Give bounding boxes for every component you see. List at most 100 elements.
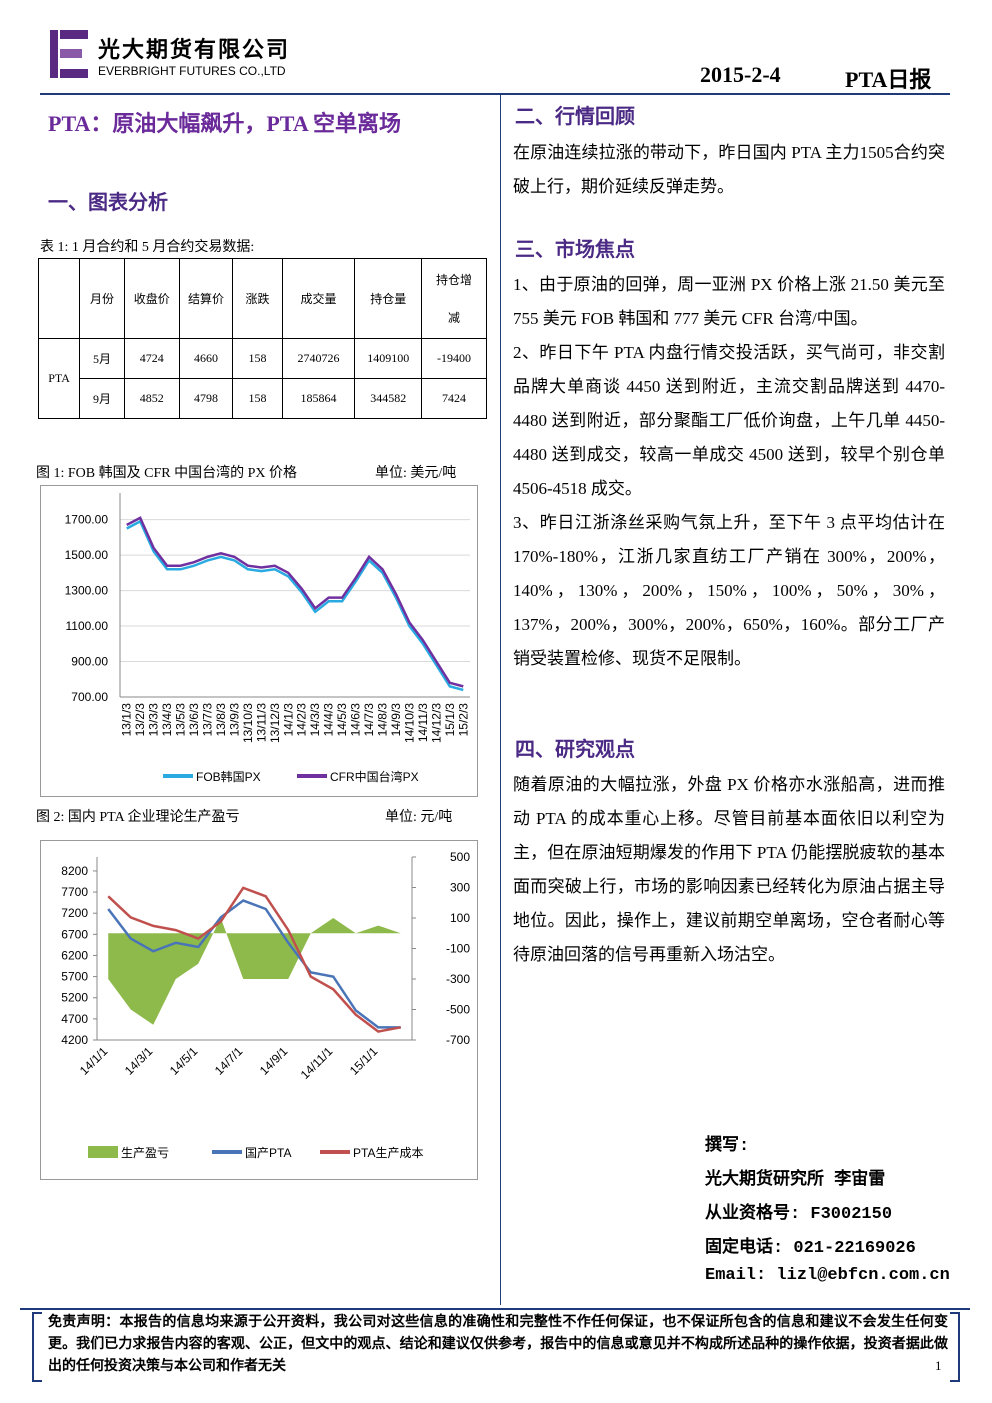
y-tick-label: 7700 [61,885,88,899]
y-tick-label: 1300.00 [65,584,109,598]
table-header: 涨跌 [232,258,283,339]
x-tick-label: 13/5/3 [174,703,188,737]
report-date: 2015-2-4 [700,62,781,87]
y-tick-label: 5700 [61,970,88,984]
section-heading: 三、市场焦点 [515,239,635,261]
legend-swatch [88,1146,118,1158]
y2-tick-label: 100 [450,911,470,925]
table-header: 成交量 [281,258,356,339]
table-header: 月份 [79,258,125,339]
chart-unit: 单位: 美元/吨 [375,466,457,481]
y-tick-label: 900.00 [71,655,108,669]
table-cell [37,258,81,339]
y-tick-label: 5200 [61,991,88,1005]
section-body: 在原油连续拉涨的带动下，昨日国内 PTA 主力1505合约突破上行，期价延续反弹… [513,136,945,204]
table-row: 9月 4852 4798 158 185864 344582 7424 [39,378,487,419]
y2-tick-label: -100 [446,942,470,956]
x-tick-label: 14/3/1 [122,1044,156,1078]
x-tick-label: 14/11/3 [416,703,430,742]
table-cell: 1409100 [354,338,423,379]
table-cell: 158 [232,378,283,419]
x-tick-label: 14/9/1 [257,1044,291,1078]
x-tick-label: 14/7/1 [212,1044,246,1078]
table-cell: 7424 [421,378,487,419]
x-tick-label: 14/6/3 [349,703,363,737]
x-tick-label: 13/12/3 [268,703,282,743]
footer-rule [20,1308,970,1310]
author-line: 撰写: [705,1137,750,1156]
table-cell: 5月 [79,338,125,379]
x-tick-label: 13/2/3 [133,703,147,737]
disclaimer: 免责声明：本报告的信息均来源于公开资料，我公司对这些信息的准确性和完整性不作任何… [48,1315,948,1374]
table-header: 持仓量 [354,258,423,339]
table-caption: 表 1: 1 月合约和 5 月合约交易数据: [40,240,255,255]
chart-caption: 图 2: 国内 PTA 企业理论生产盈亏 [36,810,240,825]
y2-tick-label: -500 [446,1003,470,1017]
table-header: 收盘价 [123,258,180,339]
table-cell: -19400 [421,338,487,379]
y-tick-label: 700.00 [71,690,108,704]
section-body: 1、由于原油的回弹，周一亚洲 PX 价格上涨 21.50 美元至 755 美元 … [513,268,945,676]
table-cell: 185864 [281,378,356,419]
company-cn: 光大期货有限公司 [98,37,291,62]
table-row: 月份 收盘价 结算价 涨跌 成交量 持仓量 持仓增减 [37,258,487,339]
y2-tick-label: -300 [446,972,470,986]
section-heading: 四、研究观点 [515,739,635,761]
section-heading: 二、行情回顾 [515,106,635,128]
x-tick-label: 14/2/3 [295,703,309,737]
table-header: 结算价 [178,258,234,339]
table-cell: 344582 [354,378,423,419]
x-tick-label: 14/12/3 [429,703,443,743]
y-tick-label: 7200 [61,906,88,920]
report-name: PTA日报 [845,67,932,92]
table-cell: PTA [37,338,81,419]
table-cell: 4798 [178,378,234,419]
legend-label: PTA生产成本 [353,1146,423,1160]
y-tick-label: 1100.00 [66,619,109,633]
series-line [107,899,401,1029]
y2-tick-label: 500 [450,850,470,864]
author-block: 撰写: 光大期货研究所 李宙雷 从业资格号: F3002150 固定电话: 02… [705,1130,950,1300]
x-tick-label: 14/10/3 [402,703,416,743]
author-line: Email: lizl@ebfcn.com.cn [705,1266,950,1285]
author-line: 从业资格号: F3002150 [705,1205,893,1224]
y2-tick-label: -700 [446,1033,470,1047]
y-tick-label: 8200 [61,864,88,878]
x-tick-label: 14/11/1 [298,1044,336,1082]
legend-label: 国产PTA [245,1146,291,1160]
x-tick-label: 13/1/3 [120,703,134,737]
x-tick-label: 14/4/3 [322,703,336,737]
legend-label: 生产盈亏 [121,1146,169,1160]
footer-bracket [950,1312,960,1382]
page-number: 1 [935,1358,942,1373]
x-tick-label: 15/1/1 [347,1044,381,1078]
series-area [108,918,401,1025]
header-rule [40,93,950,95]
chart: 700.00 900.00 1100.00 1300.00 1500.00 1700.00… [40,485,478,797]
chart-unit: 单位: 元/吨 [385,810,453,825]
table-header: 持仓增减 [421,258,487,339]
company-en: EVERBRIGHT FUTURES CO.,LTD [98,64,286,78]
table-cell: 2740726 [281,338,356,379]
data-table: 月份 收盘价 结算价 涨跌 成交量 持仓量 持仓增减 PTA 5月 4724 4660 158 2740… [37,258,487,419]
x-tick-label: 13/8/3 [214,703,228,737]
author-line: 光大期货研究所 李宙雷 [705,1171,886,1190]
table-cell: 4660 [178,338,234,379]
title: PTA：原油大幅飙升，PTA 空单离场 [48,111,402,136]
y-tick-label: 4200 [61,1033,88,1047]
series-line [126,519,464,692]
chart-caption: 图 1: FOB 韩国及 CFR 中国台湾的 PX 价格 [36,466,297,481]
footer-bracket [32,1312,42,1382]
x-tick-label: 15/2/3 [456,703,470,737]
x-tick-label: 13/7/3 [201,703,215,737]
y-tick-label: 1700.00 [65,513,109,527]
x-tick-label: 14/8/3 [376,703,390,737]
x-tick-label: 14/5/1 [167,1044,201,1078]
x-tick-label: 15/1/3 [443,703,457,737]
section-body: 随着原油的大幅拉涨，外盘 PX 价格亦水涨船高，进而推动 PTA 的成本重心上移… [513,768,945,972]
paragraph: 3、昨日江浙涤丝采购气氛上升，至下午 3 点平均估计在 170%-180%，江浙… [513,513,945,668]
table-cell: 4724 [123,338,180,379]
series-line [126,516,464,688]
y2-tick-label: 300 [450,881,470,895]
